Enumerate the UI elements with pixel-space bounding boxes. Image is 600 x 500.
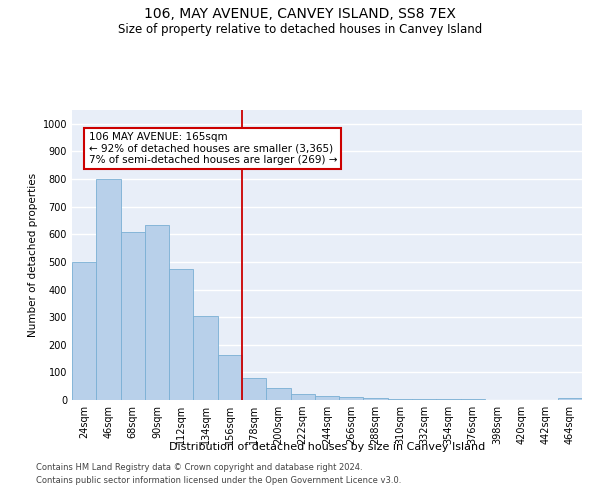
Bar	[412, 399, 436, 400]
Bar	[388, 398, 412, 400]
Text: Size of property relative to detached houses in Canvey Island: Size of property relative to detached ho…	[118, 22, 482, 36]
Text: Contains public sector information licensed under the Open Government Licence v3: Contains public sector information licen…	[36, 476, 401, 485]
Text: Distribution of detached houses by size in Canvey Island: Distribution of detached houses by size …	[169, 442, 485, 452]
Y-axis label: Number of detached properties: Number of detached properties	[28, 173, 38, 337]
Bar	[339, 397, 364, 400]
Bar	[121, 232, 145, 400]
Bar	[72, 262, 96, 400]
Bar	[96, 179, 121, 400]
Bar	[242, 378, 266, 400]
Bar	[315, 396, 339, 400]
Text: 106 MAY AVENUE: 165sqm
← 92% of detached houses are smaller (3,365)
7% of semi-d: 106 MAY AVENUE: 165sqm ← 92% of detached…	[89, 132, 337, 166]
Text: 106, MAY AVENUE, CANVEY ISLAND, SS8 7EX: 106, MAY AVENUE, CANVEY ISLAND, SS8 7EX	[144, 8, 456, 22]
Bar	[266, 388, 290, 400]
Bar	[218, 356, 242, 400]
Bar	[193, 316, 218, 400]
Bar	[169, 269, 193, 400]
Bar	[145, 224, 169, 400]
Bar	[290, 394, 315, 400]
Bar	[364, 398, 388, 400]
Text: Contains HM Land Registry data © Crown copyright and database right 2024.: Contains HM Land Registry data © Crown c…	[36, 464, 362, 472]
Bar	[558, 398, 582, 400]
